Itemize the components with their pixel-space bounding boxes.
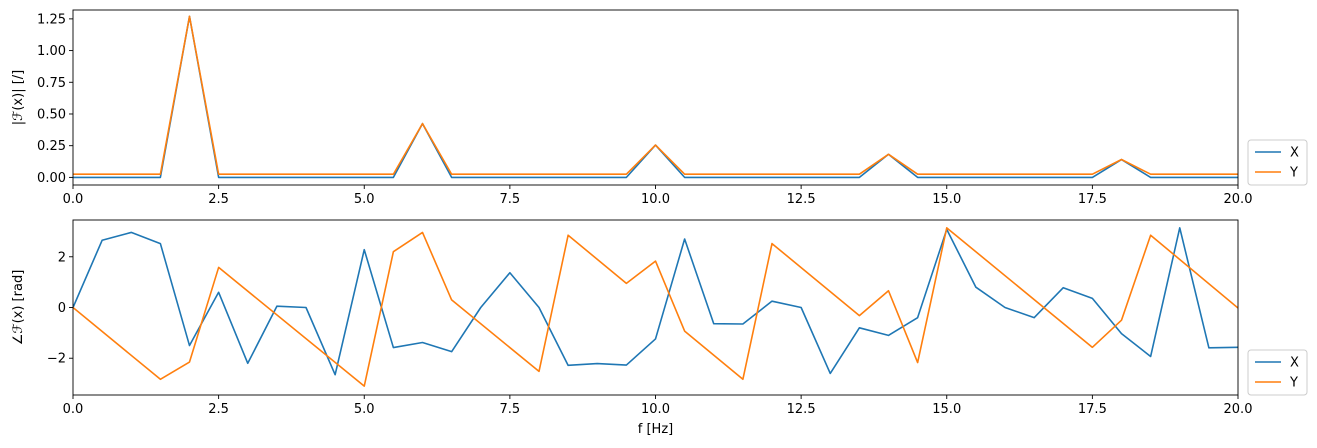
legend-label-y: Y	[1289, 166, 1298, 181]
legend-label-y: Y	[1289, 376, 1298, 391]
x-tick-label: 0.0	[63, 402, 84, 417]
x-tick-label: 15.0	[932, 192, 961, 207]
x-tick-label: 10.0	[641, 402, 670, 417]
y-axis-label: |ℱ(x)| [/]	[11, 70, 26, 125]
series-line-y	[73, 15, 1238, 176]
x-tick-label: 5.0	[354, 402, 375, 417]
x-tick-label: 7.5	[500, 192, 521, 207]
legend: XY	[1247, 139, 1308, 186]
x-tick-label: 2.5	[208, 402, 229, 417]
x-tick-label: 17.5	[1078, 402, 1107, 417]
x-tick-label: 15.0	[932, 402, 961, 417]
y-tick-label: 0	[58, 301, 66, 316]
x-tick-label: 2.5	[208, 192, 229, 207]
plot-frame	[72, 9, 1239, 186]
series-line-x	[73, 15, 1238, 179]
x-tick-label: 10.0	[641, 192, 670, 207]
x-tick-label: 12.5	[787, 192, 816, 207]
x-tick-label: 7.5	[500, 402, 521, 417]
y-tick-label: 0.75	[37, 76, 66, 91]
y-tick-label: 1.25	[37, 12, 66, 27]
series-line-x	[73, 227, 1238, 376]
plot-frame	[72, 219, 1239, 396]
subplot-1: 0.0 2.5 5.0 7.5 10.0 12.5 15.0 17.5 20.0 0.00 0.25…	[11, 9, 1308, 207]
x-tick-label: 12.5	[787, 402, 816, 417]
y-tick-label: 0.50	[37, 107, 66, 122]
legend: XY	[1247, 349, 1308, 396]
legend-label-x: X	[1290, 146, 1299, 161]
y-tick-label: 0.00	[37, 171, 66, 186]
x-tick-label: 0.0	[63, 192, 84, 207]
x-axis-label: f [Hz]	[638, 422, 673, 437]
y-axis-label: ∠ℱ(x) [rad]	[11, 270, 26, 346]
series-line-y	[73, 227, 1238, 387]
x-tick-label: 20.0	[1224, 192, 1253, 207]
legend-label-x: X	[1290, 356, 1299, 371]
y-tick-label: 0.25	[37, 139, 66, 154]
y-tick-label: 1.00	[37, 44, 66, 59]
x-tick-label: 5.0	[354, 192, 375, 207]
y-tick-label: −2	[47, 352, 66, 367]
x-tick-label: 20.0	[1224, 402, 1253, 417]
y-tick-label: 2	[58, 250, 66, 265]
subplot-2: 0.0 2.5 5.0 7.5 10.0 12.5 15.0 17.5 20.0 −2 0 2 ∠ℱ(x…	[11, 219, 1308, 437]
x-tick-label: 17.5	[1078, 192, 1107, 207]
